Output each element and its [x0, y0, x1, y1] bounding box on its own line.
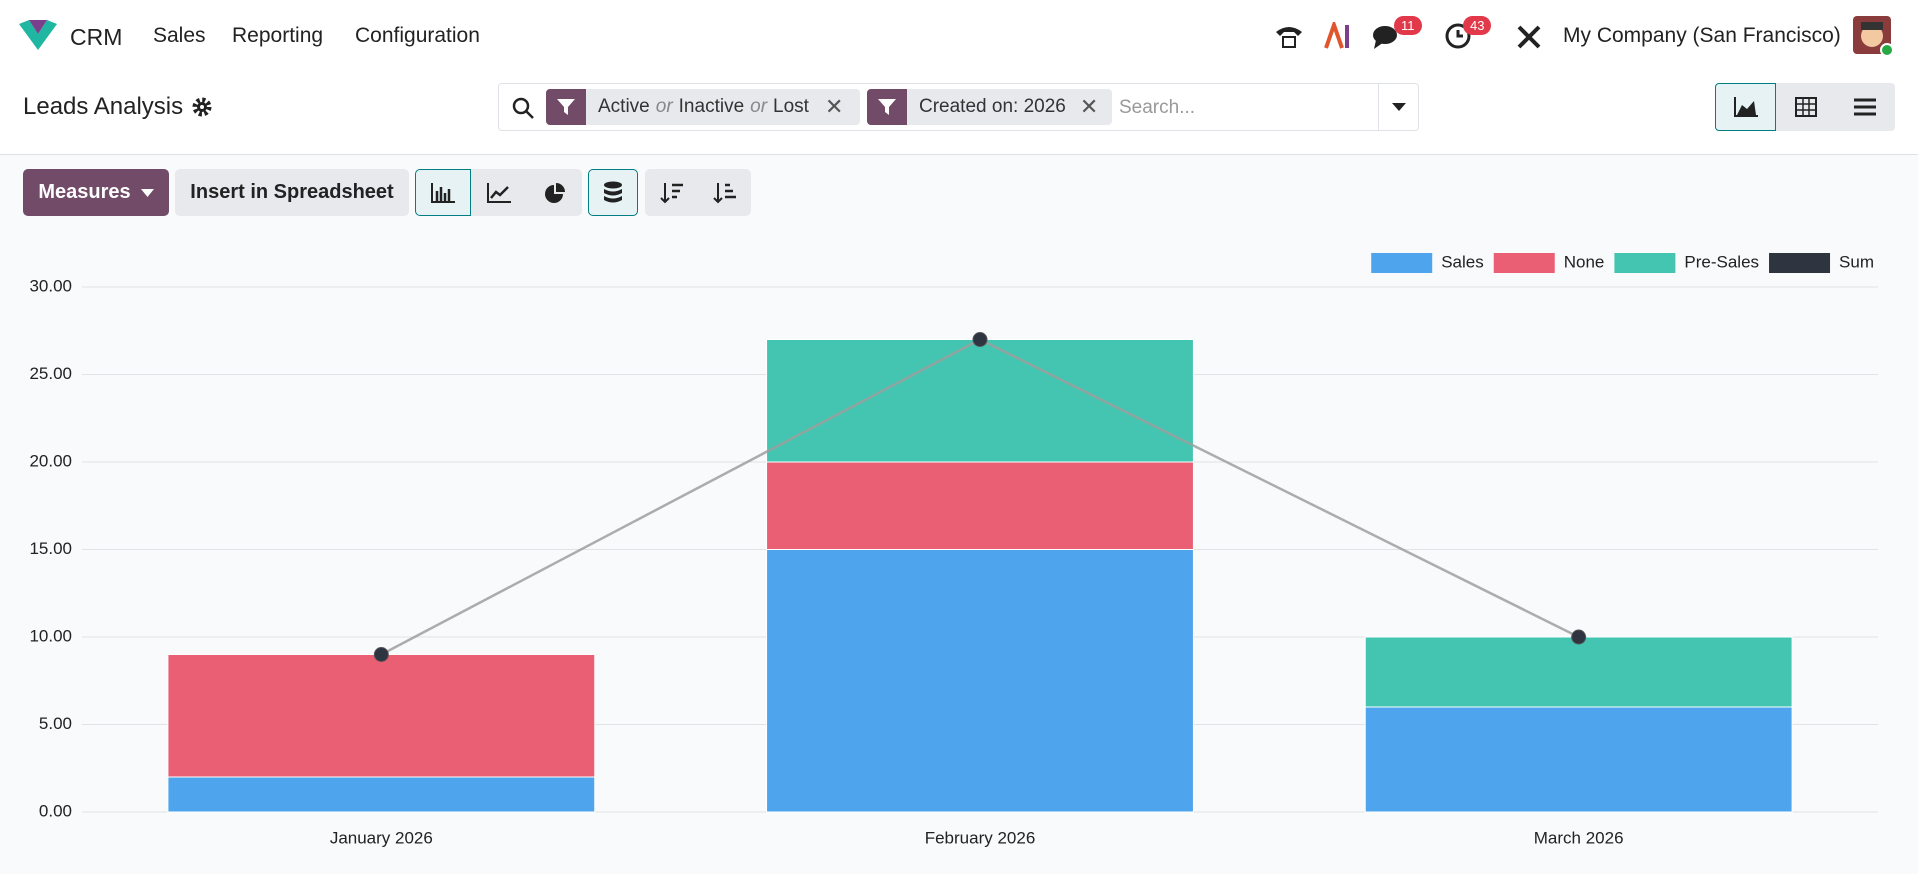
y-tick-label: 0.00 — [39, 801, 72, 820]
y-tick-label: 10.00 — [29, 626, 72, 645]
activity-icon[interactable] — [1444, 22, 1472, 50]
facet-remove[interactable]: ✕ — [824, 94, 844, 119]
sort-ascending-button[interactable] — [698, 169, 751, 216]
pie-chart-button[interactable] — [527, 169, 582, 216]
legend-label: Sum — [1839, 252, 1874, 271]
legend-swatch — [1614, 253, 1676, 273]
search-input[interactable]: Search... — [1119, 97, 1196, 118]
y-tick-label: 5.00 — [39, 714, 72, 733]
y-tick-label: 25.00 — [29, 364, 72, 383]
sum-point — [1571, 629, 1587, 645]
legend-label: Pre-Sales — [1684, 252, 1759, 271]
insert-spreadsheet-button[interactable]: Insert in Spreadsheet — [175, 169, 409, 216]
bar-segment — [1364, 636, 1793, 708]
bar-chart-button[interactable] — [415, 169, 471, 216]
settings-icon[interactable] — [192, 97, 212, 117]
facet-remove[interactable]: ✕ — [1079, 94, 1099, 119]
legend-label: None — [1564, 252, 1605, 271]
avatar[interactable] — [1853, 16, 1893, 56]
bar-segment — [766, 549, 1194, 813]
app-name[interactable]: CRM — [70, 24, 123, 50]
x-tick-label: January 2026 — [330, 828, 433, 847]
stacked-button[interactable] — [588, 169, 638, 216]
x-tick-label: March 2026 — [1534, 828, 1624, 847]
sort-descending-button[interactable] — [645, 169, 698, 216]
menu-item[interactable]: Configuration — [355, 24, 480, 47]
legend-label: Sales — [1441, 252, 1484, 271]
header: CRM Sales Reporting Configuration 11 43 … — [0, 0, 1918, 155]
bar-segment — [766, 339, 1194, 463]
badge: 11 — [1394, 16, 1422, 35]
legend-swatch — [1493, 253, 1555, 273]
search-facet[interactable]: Created on: 2026 ✕ — [867, 89, 1112, 125]
app-logo[interactable] — [19, 20, 57, 50]
bar-segment — [167, 654, 596, 778]
facet-value: Inactive — [678, 96, 745, 117]
company-switcher[interactable]: My Company (San Francisco) — [1563, 24, 1841, 47]
legend-swatch — [1769, 253, 1831, 273]
bar-segment — [766, 461, 1194, 550]
pivot-view-button[interactable] — [1776, 83, 1836, 131]
sum-point — [373, 647, 389, 662]
facet-separator: or — [655, 96, 673, 117]
ai-icon[interactable] — [1324, 22, 1352, 50]
search-toggle[interactable] — [1378, 83, 1419, 131]
sum-point — [972, 332, 988, 347]
chart: 0.00 5.00 10.00 15.00 20.00 25.00 30.00 January… — [29, 252, 1878, 847]
y-tick-label: 15.00 — [29, 539, 72, 558]
y-tick-label: 30.00 — [29, 276, 72, 295]
y-tick-label: 20.00 — [29, 451, 72, 470]
view-switcher — [1715, 83, 1895, 131]
search-facet[interactable]: Active or Inactive or Lost ✕ — [546, 89, 860, 125]
messages-icon[interactable] — [1372, 24, 1402, 50]
list-view-button[interactable] — [1835, 83, 1895, 131]
search-bar[interactable] — [498, 83, 1419, 131]
bar-segment — [1364, 706, 1793, 813]
line-chart-button[interactable] — [471, 169, 527, 216]
facet-value: Created on: 2026 — [919, 96, 1066, 117]
menu-item[interactable]: Reporting — [232, 24, 324, 47]
button-label: Measures — [38, 181, 131, 203]
graph-view-button[interactable] — [1715, 83, 1777, 131]
facet-value: Lost — [773, 96, 809, 117]
facet-value: Active — [598, 96, 650, 117]
measures-button[interactable]: Measures — [23, 169, 169, 216]
badge: 43 — [1463, 16, 1492, 35]
menu-item[interactable]: Sales — [153, 24, 206, 47]
search-icon[interactable] — [511, 96, 535, 120]
legend-swatch — [1371, 253, 1433, 273]
phone-icon[interactable] — [1274, 22, 1304, 50]
tools-icon[interactable] — [1516, 24, 1542, 50]
x-tick-label: February 2026 — [925, 828, 1036, 847]
page-title: Leads Analysis — [23, 93, 184, 120]
bar-segment — [167, 776, 596, 813]
facet-separator: or — [750, 96, 768, 117]
